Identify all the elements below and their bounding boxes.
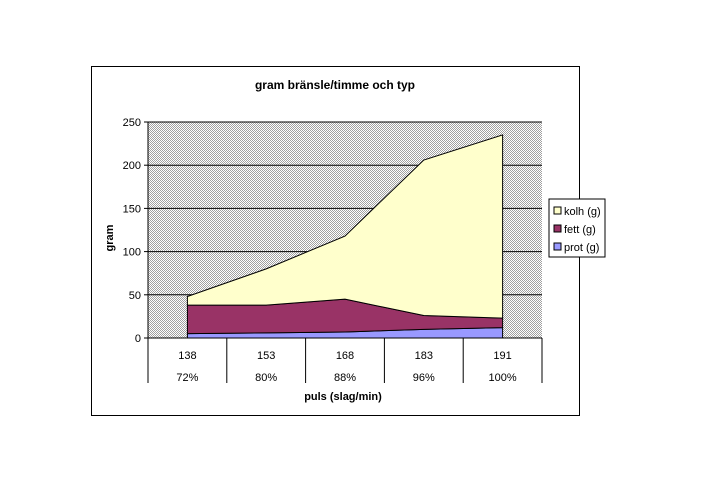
legend: kolh (g) fett (g) prot (g) [548, 198, 606, 258]
y-axis-title: gram [104, 224, 116, 251]
x-tick-label-secondary: 80% [255, 372, 277, 384]
x-tick-label-secondary: 100% [489, 372, 517, 384]
legend-label: prot (g) [564, 242, 599, 254]
legend-swatch [553, 224, 562, 233]
x-tick-labels: 138 153 168 183 191 72% 80% 88% 96% 100% [176, 350, 516, 384]
y-tick-label: 0 [135, 333, 141, 345]
x-tick-label: 138 [178, 350, 196, 362]
legend-label: fett (g) [564, 224, 596, 236]
y-tick-label: 250 [123, 117, 141, 129]
x-tick-label: 168 [336, 350, 354, 362]
y-tick-labels: 0 50 100 150 200 250 [123, 117, 141, 345]
x-tick-label: 153 [257, 350, 275, 362]
axes [144, 121, 543, 383]
legend-swatch [553, 206, 562, 215]
y-tick-label: 100 [123, 247, 141, 259]
x-tick-label: 191 [493, 350, 511, 362]
y-tick-label: 150 [123, 203, 141, 215]
x-tick-label: 183 [415, 350, 433, 362]
y-tick-label: 50 [129, 290, 141, 302]
legend-swatch [553, 242, 562, 251]
area-series [186, 134, 504, 339]
x-tick-label-secondary: 96% [413, 372, 435, 384]
x-tick-label-secondary: 72% [176, 372, 198, 384]
chart-title: gram bränsle/timme och typ [255, 78, 415, 92]
legend-label: kolh (g) [564, 206, 601, 218]
series-area-kolhg [186, 134, 504, 319]
y-tick-label: 200 [123, 160, 141, 172]
x-tick-label-secondary: 88% [334, 372, 356, 384]
x-axis-title: puls (slag/min) [304, 391, 382, 403]
